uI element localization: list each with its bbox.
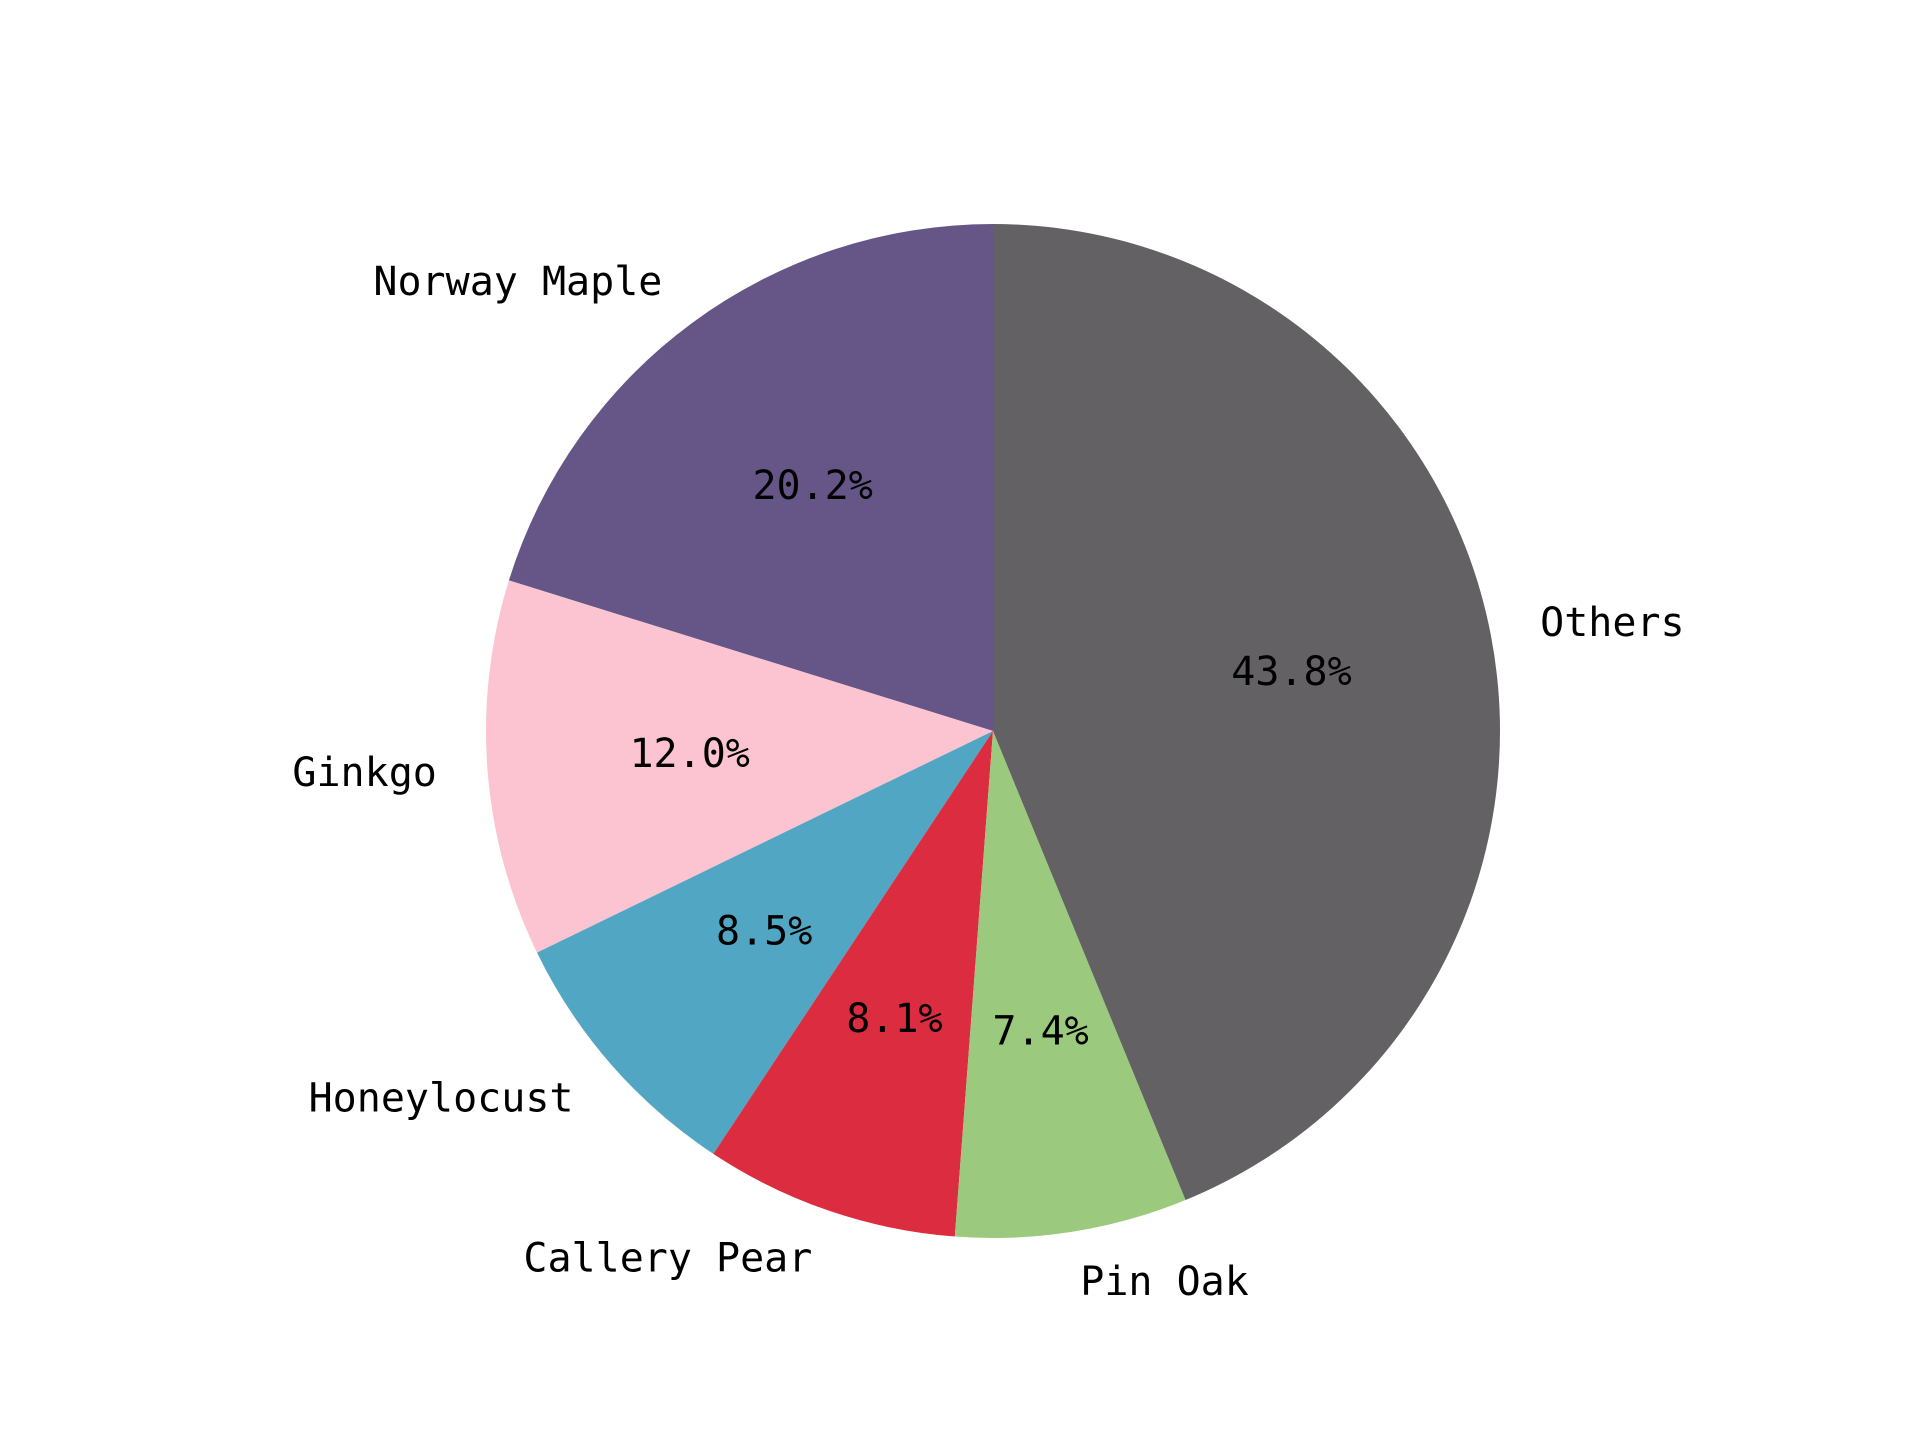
percent-label-ginkgo: 12.0% (629, 731, 749, 777)
pie-slice-ginkgo (486, 580, 993, 953)
pie-slices (486, 224, 1500, 1238)
percent-label-others: 43.8% (1231, 649, 1351, 695)
percent-label-callery-pear: 8.1% (846, 996, 942, 1042)
percent-labels: 20.2% 12.0% 8.5% 8.1% 7.4% 43.8% (629, 463, 1351, 1054)
pie-slice-norway-maple (508, 224, 993, 731)
pie-slice-others (993, 224, 1500, 1201)
slice-label-ginkgo: Ginkgo (292, 750, 437, 796)
slice-label-callery-pear: Callery Pear (523, 1236, 812, 1282)
slice-labels: Norway Maple Ginkgo Honeylocust Callery Pea… (292, 259, 1684, 1305)
pie-slice-pin-oak (954, 731, 1186, 1238)
slice-label-honeylocust: Honeylocust (309, 1075, 574, 1121)
percent-label-honeylocust: 8.5% (716, 908, 812, 954)
slice-label-pin-oak: Pin Oak (1080, 1259, 1249, 1305)
slice-label-others: Others (1540, 600, 1685, 646)
percent-label-norway-maple: 20.2% (752, 463, 872, 509)
pie-slice-honeylocust (537, 731, 993, 1154)
pie-slice-callery-pear (713, 731, 993, 1237)
slice-label-norway-maple: Norway Maple (373, 259, 662, 305)
percent-label-pin-oak: 7.4% (992, 1008, 1088, 1054)
